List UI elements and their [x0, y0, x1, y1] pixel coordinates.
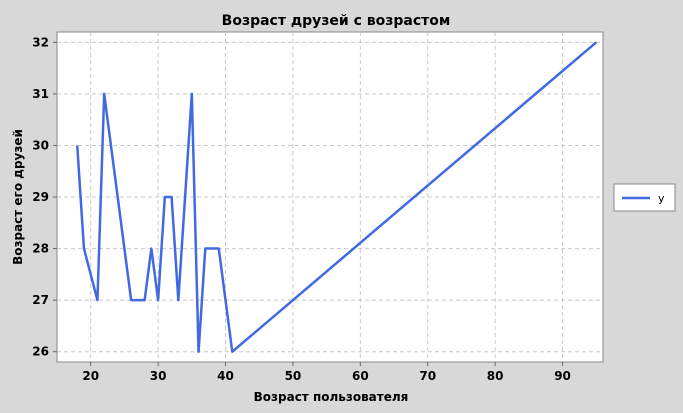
- x-tick-label: 60: [352, 369, 369, 383]
- x-tick-label: 70: [419, 369, 436, 383]
- x-tick-label: 20: [82, 369, 99, 383]
- y-tick-label: 27: [32, 293, 49, 307]
- x-tick-label: 30: [150, 369, 167, 383]
- y-axis-label: Возраст его друзей: [11, 129, 25, 265]
- x-tick-label: 50: [285, 369, 302, 383]
- y-tick-label: 31: [32, 87, 49, 101]
- chart-title: Возраст друзей с возрастом: [222, 13, 451, 29]
- y-tick-label: 28: [32, 242, 49, 256]
- x-tick-label: 40: [217, 369, 234, 383]
- y-tick-label: 29: [32, 190, 49, 204]
- x-tick-label: 90: [554, 369, 571, 383]
- legend: y: [613, 183, 676, 212]
- y-tick-label: 32: [32, 35, 49, 49]
- series-layer: [75, 41, 598, 353]
- legend-label-y: y: [658, 192, 665, 205]
- y-tick-label: 30: [32, 138, 49, 152]
- axis-ticks: 20 30 40 50 60 70 80 90 26 27 28 29 30 31 32: [32, 35, 571, 383]
- x-tick-label: 80: [487, 369, 504, 383]
- x-axis-label: Возраст пользователя: [254, 390, 409, 404]
- y-tick-label: 26: [32, 345, 49, 359]
